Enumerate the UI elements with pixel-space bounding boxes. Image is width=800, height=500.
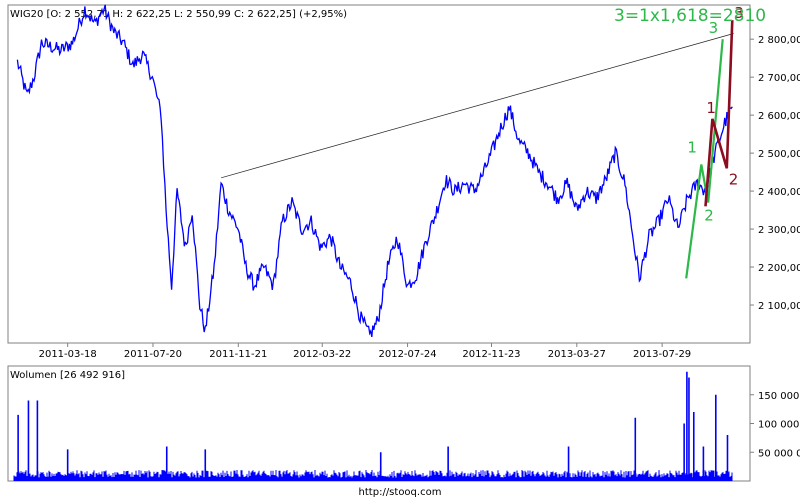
red_wave-label-3: 3 <box>734 4 744 22</box>
volume-tick-label: 100 000 000 <box>758 420 800 431</box>
volume-y-ticks: 150 000 000 100 000 000 50 000 000 <box>750 391 800 459</box>
x-tick-label: 2012-11-23 <box>462 349 520 360</box>
trendline <box>221 33 734 179</box>
y-tick-label: 2 500,00 <box>758 149 800 160</box>
volume-header: Wolumen [26 492 916] <box>10 370 125 381</box>
y-tick-label: 2 600,00 <box>758 111 800 122</box>
volume-bars <box>13 371 733 481</box>
y-tick-label: 2 700,00 <box>758 73 800 84</box>
price-series-line <box>16 4 733 338</box>
x-tick-label: 2013-07-29 <box>633 349 691 360</box>
y-tick-label: 2 400,00 <box>758 187 800 198</box>
y-tick-label: 2 100,00 <box>758 301 800 312</box>
price-header: WIG20 [O: 2 552,71 H: 2 622,25 L: 2 550,… <box>10 9 347 20</box>
red_wave-label-1: 1 <box>706 99 716 117</box>
x-tick-label: 2011-11-21 <box>209 349 267 360</box>
x-tick-label: 2012-07-24 <box>378 349 436 360</box>
y-tick-label: 2 200,00 <box>758 263 800 274</box>
red-wave-line <box>704 20 734 207</box>
green_wave-label-1: 1 <box>687 139 697 157</box>
green-wave-line <box>685 39 724 279</box>
price-panel: WIG20 [O: 2 552,71 H: 2 622,25 L: 2 550,… <box>7 4 800 360</box>
y-tick-label: 2 800,00 <box>758 35 800 46</box>
price-panel-frame <box>7 4 751 344</box>
y-tick-label: 2 300,00 <box>758 225 800 236</box>
volume-panel: Wolumen [26 492 916] 150 000 000 100 000 … <box>7 365 800 482</box>
wave-labels: 1 2 3 1 2 3 <box>687 4 744 224</box>
green_wave-label-2: 2 <box>704 206 714 224</box>
date-x-ticks: 2011-03-18 2011-07-20 2011-11-21 2012-03-22… <box>39 343 691 360</box>
x-tick-label: 2011-07-20 <box>124 349 182 360</box>
x-tick-label: 2013-03-27 <box>548 349 606 360</box>
x-tick-label: 2012-03-22 <box>293 349 351 360</box>
volume-tick-label: 50 000 000 <box>758 448 800 459</box>
footer-url: http://stooq.com <box>359 487 442 498</box>
volume-panel-frame <box>7 365 751 482</box>
volume-tick-label: 150 000 000 <box>758 391 800 402</box>
formula-label: 3=1x1,618=2810 <box>614 6 766 26</box>
green_wave-label-3: 3 <box>709 19 719 37</box>
red_wave-label-2: 2 <box>729 170 739 188</box>
volume-bars-base <box>13 470 733 481</box>
price-y-ticks: 2 800,00 2 700,00 2 600,00 2 500,00 2 400,00… <box>750 35 800 312</box>
x-tick-label: 2011-03-18 <box>39 349 97 360</box>
